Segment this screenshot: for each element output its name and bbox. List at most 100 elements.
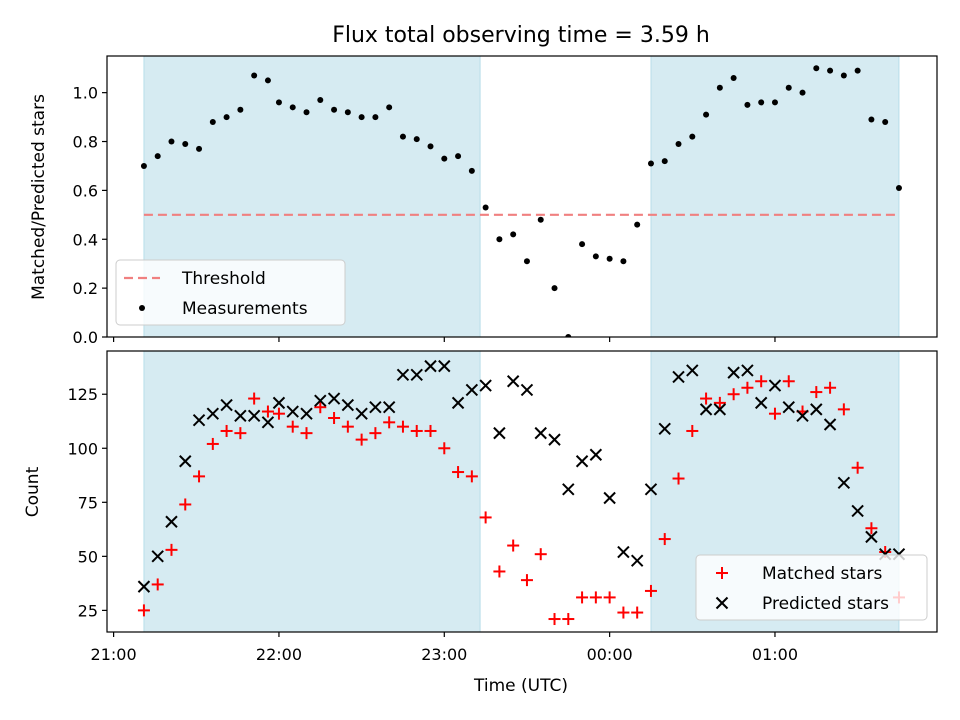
bottom-y-tick-label: 125	[67, 385, 98, 404]
top-measurements-point-14	[331, 106, 338, 113]
top-measurements-point-9	[264, 77, 271, 84]
top-y-tick-label: 0.0	[73, 328, 98, 347]
bottom-matched-stars-point-0	[137, 604, 150, 617]
bottom-matched-stars-point-17	[369, 427, 382, 440]
bottom-matched-stars-point-33	[589, 591, 602, 604]
top-measurements-point-4	[196, 145, 203, 152]
top-measurements-point-51	[840, 72, 847, 79]
top-y-axis-label: Matched/Predicted stars	[29, 94, 49, 300]
top-measurements-point-3	[182, 140, 189, 147]
bottom-predicted-stars-point-25	[479, 379, 492, 392]
bottom-matched-stars-point-46	[768, 407, 781, 420]
bottom-matched-stars-point-39	[672, 472, 685, 485]
bottom-predicted-stars-point-28	[520, 383, 534, 397]
top-measurements-point-6	[223, 114, 230, 121]
bottom-predicted-stars-point-4	[192, 413, 206, 427]
bottom-predicted-stars-point-47	[782, 400, 795, 414]
top-measurements-point-49	[813, 65, 820, 72]
bottom-predicted-stars-point-3	[179, 455, 192, 468]
top-measurements-point-25	[482, 204, 489, 211]
top-measurements-point-17	[372, 114, 379, 121]
x-tick-label: 00:00	[587, 645, 633, 664]
x-tick-label: 21:00	[91, 645, 137, 664]
bottom-predicted-stars-point-40	[686, 364, 699, 377]
bottom-matched-stars-point-30	[548, 613, 561, 626]
bottom-predicted-stars-point-6	[220, 398, 233, 412]
top-axes-frame	[106, 55, 938, 338]
bottom-matched-stars-point-16	[355, 433, 368, 446]
bottom-predicted-stars-point-32	[575, 455, 589, 468]
bottom-predicted-stars-point-1	[151, 550, 164, 563]
bottom-predicted-stars-point-18	[382, 400, 396, 414]
top-legend-box	[115, 259, 346, 326]
bottom-matched-stars-point-42	[713, 396, 726, 409]
top-measurements-point-2	[168, 138, 175, 145]
bottom-legend-label: Predicted stars	[762, 594, 889, 614]
bottom-y-tick-label: 75	[78, 493, 98, 512]
top-legend-entry: Measurements	[139, 299, 308, 319]
bottom-predicted-stars-point-35	[617, 545, 630, 559]
bottom-matched-stars-point-22	[438, 442, 451, 455]
bottom-predicted-stars-point-45	[754, 396, 768, 410]
top-measurements-point-19	[399, 133, 406, 140]
top-measurements-point-13	[317, 96, 324, 103]
top-measurements-point-55	[895, 184, 902, 191]
bottom-predicted-stars-point-52	[851, 504, 864, 518]
bottom-matched-stars-point-7	[234, 427, 247, 440]
top-measurements-point-16	[358, 114, 365, 121]
top-measurements-point-45	[758, 99, 765, 106]
top-panel-ratio: 0.0 0.2 0.4 0.6 0.8 1.0 Threshold Measurements	[73, 55, 938, 347]
bottom-matched-stars-point-27	[507, 539, 520, 552]
bottom-predicted-stars-point-24	[465, 383, 479, 397]
bottom-matched-stars-point-41	[700, 392, 713, 405]
bottom-predicted-stars-point-11	[286, 405, 299, 418]
top-measurements-point-30	[551, 285, 558, 292]
bottom-predicted-stars-point-48	[796, 409, 809, 423]
top-measurements-point-28	[523, 258, 530, 265]
bottom-predicted-stars-point-51	[837, 476, 851, 490]
bottom-matched-stars-point-31	[562, 613, 575, 626]
bottom-predicted-stars-point-14	[327, 392, 341, 405]
bottom-predicted-stars-point-53	[865, 530, 878, 544]
bottom-panel-counts: 25 50 75 100 125 21:00 22:00 23:00 00:00 01:00 Mat…	[67, 350, 938, 664]
x-tick-label: 22:00	[256, 645, 302, 664]
top-measurements-point-22	[441, 155, 448, 162]
bottom-predicted-stars-point-37	[644, 483, 658, 496]
bottom-predicted-stars-point-20	[410, 368, 423, 381]
top-y-tick-label: 0.8	[73, 133, 98, 152]
bottom-predicted-stars-point-27	[506, 375, 520, 388]
bottom-matched-stars-point-28	[520, 574, 533, 587]
top-measurements-point-52	[854, 67, 861, 74]
top-measurements-point-47	[785, 84, 792, 91]
x-tick-label: 23:00	[421, 645, 467, 664]
bottom-matched-stars-point-9	[261, 405, 274, 418]
bottom-matched-stars-point-44	[741, 381, 754, 394]
top-measurements-point-36	[634, 221, 641, 228]
top-measurements-point-23	[455, 153, 462, 160]
bottom-predicted-stars-point-8	[247, 409, 261, 423]
top-y-tick-label: 1.0	[73, 84, 98, 103]
bottom-matched-stars-point-37	[644, 584, 657, 597]
top-measurements-point-7	[237, 106, 244, 113]
top-measurements-point-12	[303, 109, 310, 116]
top-measurements-point-50	[827, 67, 834, 74]
top-measurements-point-41	[703, 111, 710, 118]
bottom-legend-label: Matched stars	[762, 564, 882, 584]
bottom-legend-entry: Predicted stars	[715, 594, 889, 614]
top-measurements-point-53	[868, 116, 875, 123]
top-measurements-point-8	[251, 72, 258, 79]
bottom-matched-stars-point-8	[248, 392, 261, 405]
bottom-matched-stars-point-2	[165, 543, 178, 556]
bottom-legend-entry: Matched stars	[716, 564, 882, 584]
bottom-predicted-stars-point-39	[672, 370, 685, 384]
bottom-predicted-stars-point-36	[630, 554, 644, 567]
top-measurements-point-37	[647, 160, 654, 167]
top-measurements-point-18	[386, 104, 393, 111]
bottom-predicted-stars-point-19	[396, 368, 410, 381]
bottom-matched-stars-point-32	[576, 591, 589, 604]
x-tick-label: 01:00	[752, 645, 798, 664]
bottom-observing-window-0	[143, 351, 481, 632]
bottom-matched-stars-point-5	[206, 437, 219, 450]
bottom-matched-stars-point-35	[617, 606, 630, 619]
bottom-matched-stars-point-53	[865, 522, 878, 535]
